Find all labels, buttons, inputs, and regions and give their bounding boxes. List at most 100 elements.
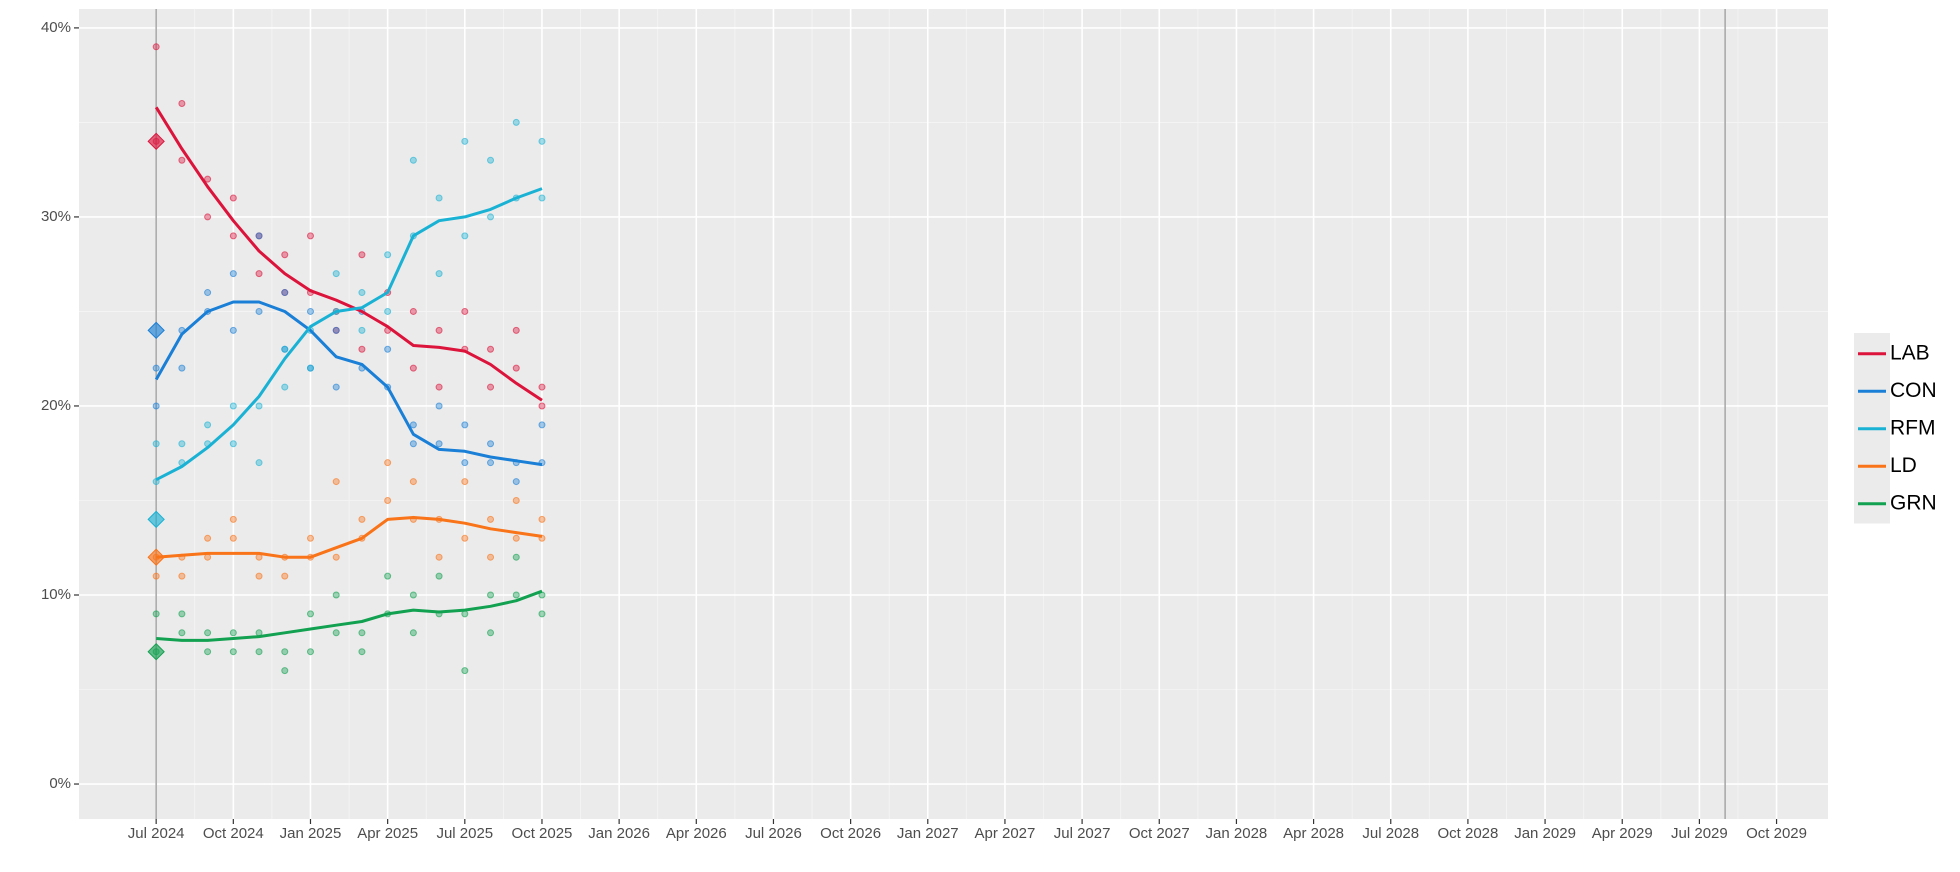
poll-point <box>512 591 520 599</box>
poll-point <box>178 629 186 637</box>
x-tick-label: Oct 2025 <box>512 825 573 842</box>
poll-point <box>409 440 417 448</box>
poll-point <box>512 534 520 542</box>
legend-label: GRN <box>1890 491 1937 514</box>
x-tick-label: Oct 2029 <box>1746 825 1807 842</box>
poll-point <box>435 402 443 410</box>
election-result <box>147 510 165 529</box>
x-tick-label: Jan 2026 <box>588 825 650 842</box>
x-tick-label: Oct 2027 <box>1129 825 1190 842</box>
poll-point <box>487 591 495 599</box>
poll-point <box>487 213 495 221</box>
x-tick-label: Jul 2029 <box>1671 825 1728 842</box>
poll-point <box>435 440 443 448</box>
poll-point <box>538 402 546 410</box>
poll-point <box>229 326 237 334</box>
x-tick-label: Oct 2024 <box>203 825 264 842</box>
poll-point <box>384 251 392 259</box>
legend-label: CON <box>1890 379 1937 402</box>
poll-point <box>435 553 443 561</box>
poll-point <box>178 572 186 580</box>
poll-point <box>409 307 417 315</box>
poll-point <box>384 459 392 467</box>
x-tick-label: Jul 2026 <box>745 825 802 842</box>
poll-point <box>281 648 289 656</box>
poll-point <box>204 553 212 561</box>
poll-point <box>435 383 443 391</box>
poll-point <box>152 572 160 580</box>
y-tick-label: 20% <box>41 397 71 414</box>
poll-point <box>384 307 392 315</box>
x-tick-label: Jan 2029 <box>1514 825 1576 842</box>
poll-point <box>178 100 186 108</box>
election-result <box>147 642 165 661</box>
x-tick-label: Jul 2024 <box>128 825 185 842</box>
poll-point <box>512 118 520 126</box>
poll-point <box>152 43 160 51</box>
election-result <box>147 132 165 151</box>
poll-point <box>306 232 314 240</box>
poll-point <box>332 553 340 561</box>
x-tick-label: Jul 2025 <box>436 825 493 842</box>
poll-point <box>512 496 520 504</box>
trend-line <box>156 516 543 559</box>
poll-point <box>281 345 289 353</box>
poll-point <box>358 326 366 334</box>
poll-point <box>204 629 212 637</box>
trend-line <box>154 106 543 402</box>
poll-point <box>152 364 160 372</box>
poll-point <box>255 232 263 240</box>
poll-point <box>152 402 160 410</box>
poll-point <box>358 289 366 297</box>
x-tick-label: Apr 2028 <box>1283 825 1344 842</box>
poll-point <box>255 307 263 315</box>
poll-point <box>512 326 520 334</box>
poll-point <box>229 194 237 202</box>
poll-point <box>229 629 237 637</box>
plot-panel <box>79 9 1828 819</box>
poll-point <box>332 383 340 391</box>
poll-point <box>204 213 212 221</box>
poll-point <box>409 156 417 164</box>
poll-point <box>255 459 263 467</box>
legend: LAB CON RFM LD GRN <box>1854 333 1937 524</box>
legend-label: RFM <box>1890 416 1936 439</box>
poll-point <box>461 534 469 542</box>
poll-point <box>487 156 495 164</box>
poll-point <box>487 515 495 523</box>
poll-point <box>512 553 520 561</box>
poll-point <box>358 345 366 353</box>
poll-point <box>281 572 289 580</box>
poll-point <box>332 270 340 278</box>
x-tick-label: Oct 2028 <box>1437 825 1498 842</box>
poll-point <box>229 232 237 240</box>
poll-point <box>229 270 237 278</box>
poll-point <box>204 175 212 183</box>
x-tick-label: Apr 2027 <box>974 825 1035 842</box>
y-tick-label: 0% <box>49 775 71 792</box>
poll-point <box>281 251 289 259</box>
poll-point <box>229 648 237 656</box>
poll-point <box>178 440 186 448</box>
poll-point <box>204 421 212 429</box>
poll-point <box>152 440 160 448</box>
poll-point <box>461 667 469 675</box>
poll-point <box>255 402 263 410</box>
legend-label: LD <box>1890 454 1917 477</box>
poll-point <box>409 591 417 599</box>
poll-point <box>487 553 495 561</box>
poll-point <box>306 534 314 542</box>
poll-point <box>538 194 546 202</box>
poll-point <box>281 383 289 391</box>
poll-point <box>538 383 546 391</box>
poll-point <box>204 534 212 542</box>
poll-point <box>461 478 469 486</box>
poll-point <box>178 156 186 164</box>
poll-point <box>487 383 495 391</box>
poll-point <box>229 402 237 410</box>
trend-line <box>155 187 543 482</box>
poll-point <box>461 421 469 429</box>
poll-point <box>435 194 443 202</box>
poll-point <box>384 345 392 353</box>
x-tick-label: Apr 2029 <box>1592 825 1653 842</box>
